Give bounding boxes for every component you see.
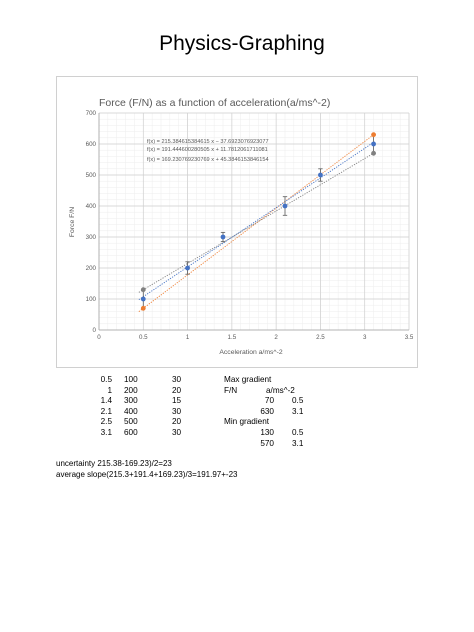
y-tick-label: 200 (86, 265, 97, 272)
table-cell-accel: 2.5 (100, 417, 112, 427)
document-title: Physics-Graphing (159, 32, 325, 55)
chart-container: 0 0.5 1 1.5 2 2.5 3 3.5 0 100 200 300 400 500 600 700 F… (56, 76, 418, 368)
table-row: 570 3.1 (224, 439, 324, 450)
table-cell-error: 20 (172, 417, 182, 427)
y-tick-label: 400 (86, 203, 97, 210)
table-cell-error: 30 (172, 406, 182, 416)
table-cell-accel: 1 (107, 385, 112, 395)
table-row: 70 0.5 (224, 396, 324, 407)
table-cell-error: 30 (172, 427, 182, 437)
data-table: 0.5 100 30 1 200 20 1.4 300 15 2.1 400 3… (84, 375, 194, 439)
table-row: 130 0.5 (224, 428, 324, 439)
table-cell-error: 30 (172, 375, 182, 384)
force-acceleration-chart: 0 0.5 1 1.5 2 2.5 3 3.5 0 100 200 300 400 500 600 700 F… (69, 97, 414, 356)
x-tick-label: 1 (186, 334, 190, 341)
table-row: Max gradient (224, 375, 324, 386)
x-tick-label: 1.5 (228, 334, 237, 341)
trendline (138, 140, 376, 301)
table-cell-force: 130 (260, 427, 274, 437)
uncertainty-note: uncertainty 215.38-169.23)/2=23 (56, 459, 172, 468)
table-cell-force: 400 (124, 406, 138, 416)
table-row: 630 3.1 (224, 407, 324, 418)
y-tick-label: 500 (86, 172, 97, 179)
y-axis-label: Force F/N (69, 207, 76, 237)
table-cell-accel: 1.4 (100, 396, 112, 406)
table-cell-accel: 2.1 (100, 406, 112, 416)
data-point (185, 265, 190, 271)
column-header-force: F/N (224, 385, 238, 395)
data-point (140, 287, 146, 293)
max-gradient-label: Max gradient (224, 375, 272, 384)
data-point (140, 305, 146, 311)
table-cell-force: 570 (260, 438, 274, 448)
table-row: 1 200 20 (84, 386, 194, 397)
trendline (138, 133, 376, 312)
calculation-notes: uncertainty 215.38-169.23)/2=23 average … (56, 458, 237, 480)
x-tick-label: 2.5 (316, 334, 325, 341)
table-cell-force: 70 (264, 396, 274, 406)
y-tick-label: 300 (86, 234, 97, 241)
y-tick-label: 700 (86, 110, 97, 117)
table-cell-error: 20 (172, 385, 182, 395)
data-point (140, 296, 146, 302)
x-tick-label: 2 (274, 334, 278, 341)
table-row: 0.5 100 30 (84, 375, 194, 386)
table-row: Min gradient (224, 417, 324, 428)
equation-orange: f(x) = 215.384615384615 x − 37.692307692… (147, 139, 269, 145)
table-cell-accel: 0.5 (292, 396, 304, 406)
min-gradient-label: Min gradient (224, 417, 270, 427)
table-cell-force: 600 (124, 427, 138, 437)
table-cell-accel: 3.1 (292, 438, 304, 448)
table-cell-force: 630 (260, 406, 274, 416)
equation-blue: f(x) = 191.444600280505 x + 11.781206171… (147, 147, 268, 153)
table-cell-force: 500 (124, 417, 138, 427)
table-row: 1.4 300 15 (84, 396, 194, 407)
table-cell-accel: 0.5 (292, 427, 304, 437)
table-cell-accel: 0.5 (100, 375, 112, 384)
data-point (371, 150, 376, 156)
table-row: 2.5 500 20 (84, 417, 194, 428)
x-tick-label: 0.5 (139, 334, 148, 341)
x-axis-label: Acceleration a/ms^-2 (219, 349, 282, 356)
table-cell-force: 300 (124, 396, 138, 406)
y-tick-label: 100 (86, 296, 97, 303)
average-slope-note: average slope(215.3+191.4+169.23)/3=191.… (56, 470, 238, 479)
table-cell-force: 100 (124, 375, 138, 384)
y-tick-label: 0 (93, 327, 97, 334)
trendline (138, 151, 376, 293)
table-row: 2.1 400 30 (84, 407, 194, 418)
table-cell-force: 200 (124, 385, 138, 395)
data-point (282, 203, 288, 209)
table-row: 3.1 600 30 (84, 428, 194, 439)
gradient-table: Max gradient F/N a/ms^-2 70 0.5 630 3.1 … (224, 375, 324, 449)
table-row: F/N a/ms^-2 (224, 386, 324, 397)
data-point (371, 141, 376, 147)
x-tick-label: 0 (97, 334, 101, 341)
y-tick-label: 600 (86, 141, 97, 148)
table-cell-error: 15 (172, 396, 182, 406)
data-point (371, 132, 376, 138)
table-cell-accel: 3.1 (292, 406, 304, 416)
data-point (220, 234, 226, 240)
x-tick-label: 3.5 (405, 334, 414, 341)
x-tick-label: 3 (363, 334, 367, 341)
column-header-accel: a/ms^-2 (266, 385, 295, 395)
equation-gray: f(x) = 169.230769230769 x + 45.384615384… (147, 157, 269, 163)
chart-title: Force (F/N) as a function of acceleratio… (99, 97, 330, 109)
data-point (318, 172, 323, 178)
table-cell-accel: 3.1 (100, 427, 112, 437)
